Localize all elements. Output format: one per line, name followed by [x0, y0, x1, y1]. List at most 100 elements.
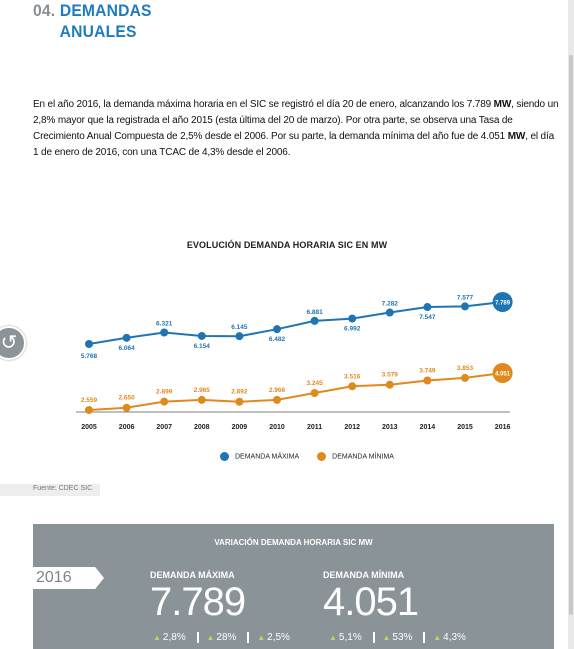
min-stat-2: ▲ 53% — [372, 632, 412, 643]
back-icon[interactable]: ↺ — [0, 326, 26, 360]
data-point — [492, 363, 513, 383]
data-label: 7.577 — [457, 294, 474, 301]
data-label: 6.064 — [118, 345, 135, 352]
panel-title: VARIACIÓN DEMANDA HORARIA SIC MW — [214, 538, 373, 547]
scrollbar-thumb[interactable] — [569, 55, 573, 615]
data-point — [85, 340, 93, 348]
data-label: 3.579 — [382, 372, 399, 379]
intro-text-1: En el año 2016, la demanda máxima horari… — [33, 99, 494, 110]
legend-dot-min — [317, 452, 327, 461]
min-stat-1: ▲ 5,1% — [329, 632, 362, 643]
data-point — [385, 308, 394, 317]
data-label: 2.650 — [118, 395, 135, 402]
data-label: 6.154 — [194, 343, 211, 350]
data-point — [348, 382, 357, 391]
data-label: 3.749 — [419, 367, 436, 374]
data-label: 3.516 — [344, 373, 361, 380]
source-note: Fuente: CDEC SIC — [33, 485, 93, 492]
data-label: 6.145 — [231, 324, 248, 331]
line-chart: 5.768 6.064 6.321 6.154 6.145 6.482 6.881 6.992… — [76, 292, 513, 431]
data-label: 6.321 — [156, 321, 173, 328]
up-arrow-icon: ▲ — [257, 633, 266, 642]
up-arrow-icon: ▲ — [153, 633, 161, 642]
section-title: 04. DEMANDAS ANUALES — [33, 0, 152, 42]
max-demand-label: DEMANDA MÁXIMA — [150, 570, 235, 580]
data-point — [85, 406, 93, 414]
data-point — [461, 373, 469, 382]
x-tick-label: 2005 — [81, 424, 97, 431]
legend-label-min: DEMANDA MÍNIMA — [332, 453, 394, 461]
legend-item-min: DEMANDA MÍNIMA — [317, 452, 394, 461]
intro-unit-1: MW — [493, 99, 512, 110]
data-label: 3.245 — [306, 380, 323, 387]
x-tick-label: 2006 — [119, 424, 135, 431]
legend-item-max: DEMANDA MÁXIMA — [220, 452, 299, 461]
data-point — [122, 333, 131, 342]
variation-panel: VARIACIÓN DEMANDA HORARIA SIC MW 2016 DE… — [30, 524, 554, 649]
section-title-line1: DEMANDAS — [59, 1, 152, 20]
min-stat-3: ▲ 4,3% — [423, 632, 466, 643]
data-point — [197, 331, 206, 340]
x-tick-label: 2010 — [269, 424, 285, 431]
data-point — [122, 403, 131, 412]
data-label: 2.892 — [231, 389, 248, 396]
data-label: 7.282 — [382, 301, 399, 308]
data-point — [310, 316, 319, 325]
legend-dot-max — [220, 452, 229, 461]
data-point — [385, 380, 394, 389]
data-label: 6.992 — [344, 326, 361, 333]
data-label: 4.051 — [495, 372, 511, 378]
year-tag: 2016 — [30, 567, 104, 589]
data-label: 7.789 — [495, 301, 511, 307]
data-label: 3.853 — [457, 365, 474, 372]
x-tick-label: 2007 — [156, 424, 172, 431]
data-point — [273, 325, 281, 334]
data-point — [423, 376, 432, 385]
up-arrow-icon: ▲ — [382, 633, 391, 642]
data-label: 6.881 — [306, 309, 323, 316]
x-tick-label: 2012 — [344, 424, 360, 431]
data-label: 6.482 — [269, 336, 286, 343]
min-demand-stats: ▲ 5,1% ▲ 53% ▲ 4,3% — [329, 632, 474, 643]
series-line-min — [88, 372, 503, 411]
max-demand-stats: ▲ 2,8% ▲ 28% ▲ 2,5% — [153, 632, 298, 643]
data-point — [197, 395, 206, 404]
section-title-line2: ANUALES — [59, 22, 137, 41]
x-tick-label: 2011 — [307, 424, 322, 431]
data-point — [235, 397, 244, 406]
data-label: 7.547 — [419, 314, 436, 321]
data-point — [423, 303, 432, 312]
data-point — [160, 397, 169, 406]
x-tick-label: 2013 — [382, 424, 398, 431]
data-label: 2.899 — [156, 389, 173, 396]
data-point — [235, 332, 244, 341]
x-tick-label: 2009 — [232, 424, 248, 431]
min-demand-value: 4.051 — [323, 580, 419, 624]
intro-unit-2: MW — [507, 131, 526, 142]
x-tick-label: 2015 — [457, 424, 473, 431]
data-point — [160, 328, 169, 337]
scrollbar[interactable] — [568, 0, 574, 649]
chart-legend: DEMANDA MÁXIMA DEMANDA MÍNIMA — [220, 452, 410, 461]
data-label: 2.559 — [81, 397, 98, 404]
data-point — [273, 395, 281, 404]
max-demand-value: 7.789 — [150, 580, 246, 624]
min-demand-label: DEMANDA MÍNIMA — [323, 570, 405, 580]
data-point — [461, 302, 469, 311]
chart-title: EVOLUCIÓN DEMANDA HORARIA SIC EN MW — [186, 240, 388, 250]
source-bar — [0, 484, 100, 496]
intro-text-3: , el día 1 de enero de 2016, con una TCA… — [33, 131, 555, 158]
series-line-max — [88, 301, 503, 345]
up-arrow-icon: ▲ — [206, 633, 215, 642]
x-tick-label: 2014 — [420, 424, 436, 431]
legend-label-max: DEMANDA MÁXIMA — [235, 453, 300, 461]
data-label: 2.965 — [194, 387, 211, 394]
data-point — [348, 314, 357, 323]
up-arrow-icon: ▲ — [329, 633, 337, 642]
data-point — [492, 292, 513, 312]
data-label: 5.768 — [81, 353, 98, 360]
max-stat-3: ▲ 2,5% — [247, 632, 290, 643]
x-tick-label: 2016 — [495, 424, 511, 431]
section-number: 04. — [33, 1, 56, 20]
x-tick-label: 2008 — [194, 424, 210, 431]
